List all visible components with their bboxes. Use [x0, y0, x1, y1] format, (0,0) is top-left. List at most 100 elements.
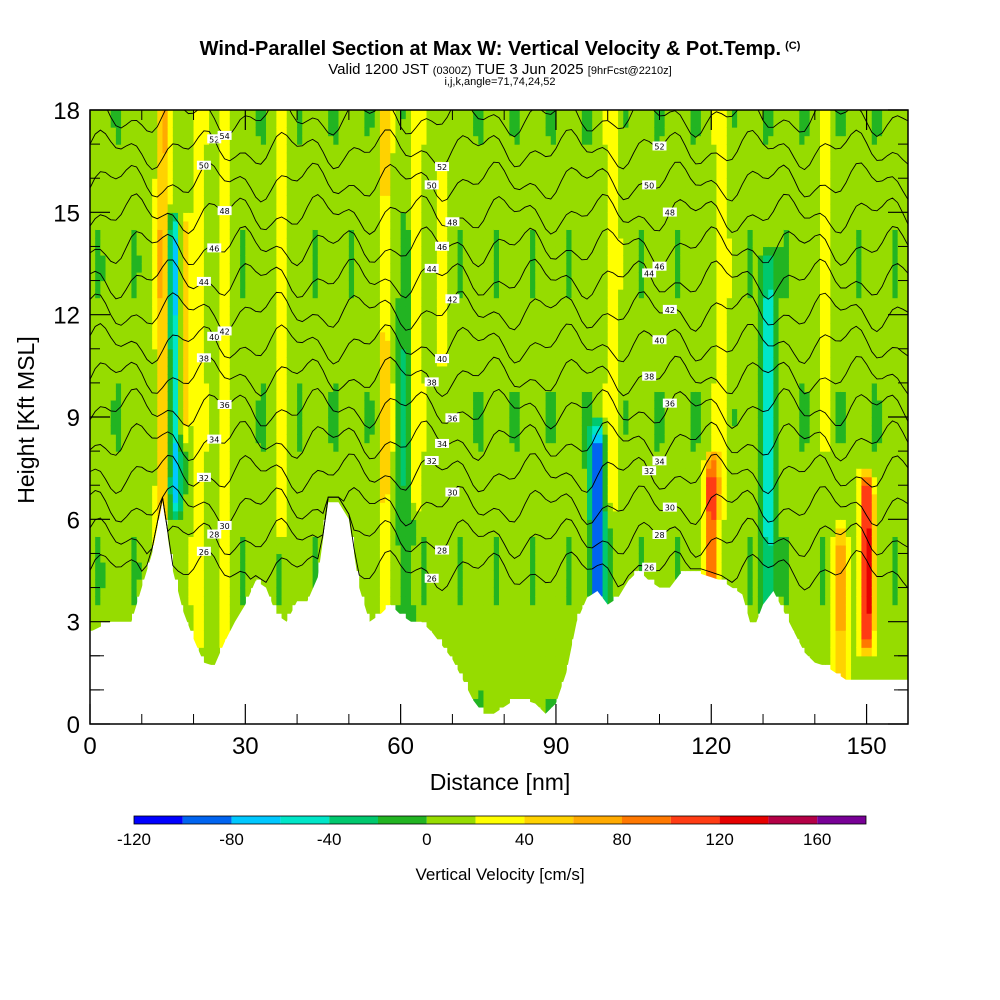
- field-cell: [328, 246, 334, 256]
- field-cell: [291, 596, 298, 606]
- field-cell: [390, 459, 397, 469]
- field-cell: [100, 314, 107, 324]
- field-cell: [105, 596, 112, 606]
- field-cell: [90, 144, 96, 154]
- field-cell: [410, 178, 417, 188]
- field-cell: [198, 510, 205, 520]
- field-cell: [260, 365, 267, 375]
- field-cell: [115, 468, 122, 478]
- field-cell: [442, 587, 448, 597]
- field-cell: [452, 246, 459, 256]
- field-cell: [172, 254, 179, 265]
- field-cell: [348, 502, 355, 512]
- field-cell: [374, 357, 381, 367]
- field-cell: [136, 579, 143, 589]
- field-cell: [447, 246, 454, 256]
- field-cell: [405, 510, 412, 520]
- field-cell: [214, 570, 221, 580]
- field-cell: [209, 306, 215, 316]
- field-cell: [478, 382, 485, 393]
- field-cell: [452, 127, 459, 137]
- field-cell: [483, 596, 490, 606]
- field-cell: [343, 186, 350, 196]
- field-cell: [291, 365, 298, 375]
- field-cell: [343, 237, 350, 248]
- field-cell: [369, 451, 376, 461]
- field-cell: [442, 527, 448, 537]
- field-cell: [452, 493, 459, 503]
- field-cell: [146, 365, 153, 375]
- field-cell: [286, 127, 293, 137]
- field-cell: [364, 399, 371, 410]
- field-cell: [462, 655, 469, 665]
- field-cell: [519, 519, 526, 529]
- field-cell: [312, 425, 319, 435]
- field-cell: [121, 280, 127, 290]
- field-cell: [286, 152, 293, 162]
- field-cell: [281, 459, 288, 469]
- field-cell: [178, 246, 184, 256]
- field-cell: [462, 493, 469, 503]
- field-cell: [405, 374, 412, 384]
- field-cell: [291, 544, 298, 555]
- field-cell: [162, 408, 169, 418]
- field-cell: [509, 186, 516, 196]
- field-cell: [442, 340, 448, 350]
- field-cell: [131, 417, 138, 427]
- field-cell: [374, 527, 381, 537]
- field-cell: [214, 519, 221, 529]
- field-cell: [110, 502, 117, 512]
- field-cell: [395, 237, 402, 248]
- field-cell: [307, 289, 314, 299]
- chart-subtitle: Valid 1200 JST (0300Z) TUE 3 Jun 2025 [9…: [328, 61, 672, 78]
- field-cell: [514, 169, 521, 179]
- field-cell: [131, 527, 138, 537]
- field-cell: [493, 570, 500, 580]
- field-cell: [229, 502, 236, 512]
- field-cell: [260, 186, 267, 196]
- field-cell: [395, 340, 402, 350]
- field-cell: [291, 127, 298, 137]
- field-cell: [188, 493, 195, 503]
- field-cell: [385, 314, 391, 324]
- field-cell: [385, 348, 391, 358]
- field-cell: [271, 510, 277, 520]
- field-cell: [100, 323, 107, 333]
- field-cell: [452, 510, 459, 520]
- field-cell: [203, 110, 210, 120]
- field-cell: [245, 451, 252, 461]
- field-cell: [136, 391, 143, 401]
- field-cell: [260, 348, 267, 358]
- field-cell: [302, 425, 309, 435]
- field-cell: [157, 246, 164, 256]
- field-cell: [390, 527, 397, 537]
- field-cell: [338, 502, 345, 512]
- field-cell: [157, 434, 164, 444]
- field-cell: [121, 331, 127, 341]
- field-cell: [271, 195, 277, 205]
- field-cell: [115, 519, 122, 529]
- field-cell: [121, 579, 127, 589]
- field-cell: [410, 357, 417, 367]
- field-cell: [110, 510, 117, 520]
- field-cell: [519, 664, 526, 674]
- field-cell: [478, 689, 485, 700]
- field-cell: [240, 331, 246, 341]
- field-cell: [178, 178, 184, 188]
- field-cell: [483, 374, 490, 384]
- field-cell: [286, 451, 293, 461]
- field-cell: [519, 681, 526, 691]
- field-cell: [214, 587, 221, 597]
- field-cell: [369, 587, 376, 597]
- field-cell: [302, 331, 309, 341]
- field-cell: [457, 502, 464, 512]
- field-cell: [374, 323, 381, 333]
- field-cell: [260, 289, 267, 299]
- field-cell: [436, 399, 443, 410]
- field-cell: [436, 519, 443, 529]
- field-cell: [90, 186, 96, 196]
- field-cell: [467, 417, 474, 427]
- field-cell: [141, 331, 148, 341]
- field-cell: [317, 203, 324, 213]
- field-cell: [183, 289, 189, 299]
